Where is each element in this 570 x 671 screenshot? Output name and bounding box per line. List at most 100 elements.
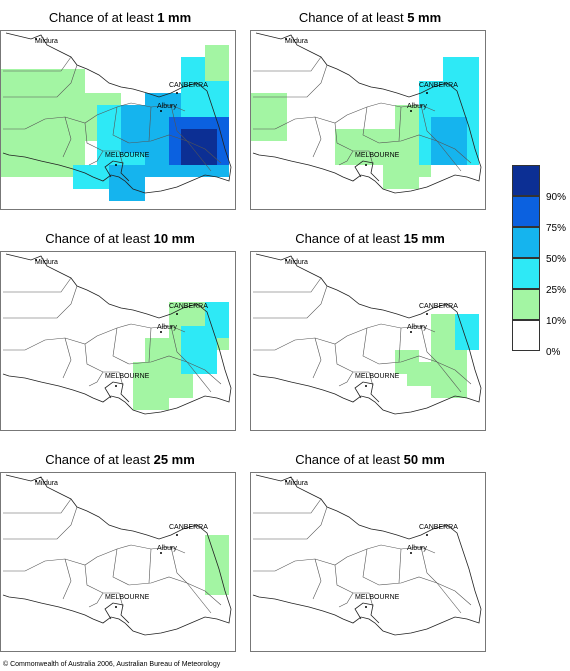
- probability-cell: [205, 57, 217, 69]
- probability-cell: [359, 141, 371, 153]
- probability-cell: [467, 326, 479, 338]
- probability-cell: [121, 165, 133, 177]
- probability-cell: [1, 105, 13, 117]
- label-albury: Albury: [407, 324, 427, 331]
- probability-cell: [181, 69, 193, 81]
- probability-cell: [467, 81, 479, 93]
- victoria-map: Mildura CANBERRA Albury MELBOURNE: [0, 472, 236, 652]
- probability-cell: [455, 105, 467, 117]
- label-melbourne: MELBOURNE: [105, 152, 150, 159]
- probability-cell: [49, 81, 61, 93]
- probability-cell: [407, 129, 419, 141]
- probability-cell: [205, 583, 217, 595]
- probability-cell: [121, 153, 133, 165]
- probability-cell: [217, 117, 229, 129]
- probability-cell: [347, 129, 359, 141]
- probability-cell: [455, 314, 467, 326]
- probability-cell: [205, 547, 217, 559]
- probability-cell: [455, 153, 467, 165]
- probability-cell: [455, 81, 467, 93]
- district-boundary: [88, 150, 104, 166]
- map-svg: Mildura CANBERRA Albury MELBOURNE: [251, 32, 482, 194]
- probability-cell: [263, 93, 275, 105]
- probability-cell: [157, 350, 169, 362]
- probability-cell: [133, 177, 145, 189]
- probability-cell: [97, 93, 109, 105]
- title-amount: 10 mm: [153, 231, 195, 246]
- probability-cell: [383, 141, 395, 153]
- victoria-map: Mildura CANBERRA Albury MELBOURNE: [0, 251, 236, 431]
- probability-cell: [431, 141, 443, 153]
- state-border: [252, 253, 482, 415]
- title-amount: 50 mm: [403, 452, 445, 467]
- copyright-notice: © Commonwealth of Australia 2006, Austra…: [3, 661, 221, 668]
- probability-cell: [85, 117, 97, 129]
- probability-cell: [109, 189, 121, 201]
- port-phillip-bay: [104, 381, 130, 403]
- legend-label-50: 50%: [546, 254, 567, 265]
- city-dot: [426, 313, 428, 315]
- probability-cell: [145, 362, 157, 374]
- probability-cell: [145, 350, 157, 362]
- probability-cell: [61, 153, 73, 165]
- probability-cell: [13, 165, 25, 177]
- probability-cell: [407, 374, 419, 386]
- panel-title: Chance of at least 5 mm: [250, 10, 490, 25]
- probability-cell: [205, 338, 217, 350]
- probability-cell: [205, 535, 217, 547]
- port-phillip-bay: [354, 160, 380, 182]
- probability-cell: [193, 57, 205, 69]
- probability-cell: [205, 105, 217, 117]
- label-mildura: Mildura: [35, 480, 58, 487]
- probability-cell: [217, 57, 229, 69]
- probability-cell: [157, 386, 169, 398]
- district-boundary: [88, 592, 104, 608]
- probability-cell: [73, 153, 85, 165]
- victoria-map: Mildura CANBERRA Albury MELBOURNE: [250, 251, 486, 431]
- district-boundary: [312, 116, 322, 158]
- city-dot: [285, 38, 287, 40]
- probability-cell: [383, 165, 395, 177]
- probability-cell: [109, 93, 121, 105]
- probability-cell: [205, 129, 217, 141]
- probability-cell: [37, 93, 49, 105]
- probability-cell: [109, 129, 121, 141]
- probability-cell: [181, 350, 193, 362]
- probability-cell: [133, 362, 145, 374]
- city-dot: [115, 606, 117, 608]
- probability-cell: [217, 583, 229, 595]
- probability-cell: [73, 93, 85, 105]
- probability-cell: [205, 45, 217, 57]
- state-border: [252, 474, 482, 636]
- probability-cell: [145, 129, 157, 141]
- district-boundary: [312, 558, 322, 600]
- probability-cell: [73, 129, 85, 141]
- district-boundary: [62, 558, 72, 600]
- probability-cell: [419, 81, 431, 93]
- probability-grid: [205, 535, 229, 595]
- probability-cell: [205, 93, 217, 105]
- probability-cell: [431, 105, 443, 117]
- probability-cell: [193, 350, 205, 362]
- state-border: [252, 32, 482, 194]
- city-dot: [176, 92, 178, 94]
- city-dot: [426, 92, 428, 94]
- probability-cell: [49, 141, 61, 153]
- probability-cell: [455, 362, 467, 374]
- map-svg: Mildura CANBERRA Albury MELBOURNE: [252, 253, 482, 415]
- probability-grid: [251, 57, 479, 189]
- city-dot: [35, 259, 37, 261]
- probability-cell: [49, 153, 61, 165]
- probability-cell: [205, 141, 217, 153]
- probability-cell: [145, 386, 157, 398]
- probability-cell: [431, 374, 443, 386]
- probability-cell: [217, 547, 229, 559]
- probability-cell: [157, 398, 169, 410]
- probability-cell: [1, 93, 13, 105]
- probability-cell: [73, 69, 85, 81]
- city-dot: [410, 552, 412, 554]
- probability-cell: [383, 129, 395, 141]
- map-svg: Mildura CANBERRA Albury MELBOURNE: [2, 253, 232, 415]
- district-boundary: [186, 361, 212, 393]
- port-phillip-bay: [104, 160, 130, 182]
